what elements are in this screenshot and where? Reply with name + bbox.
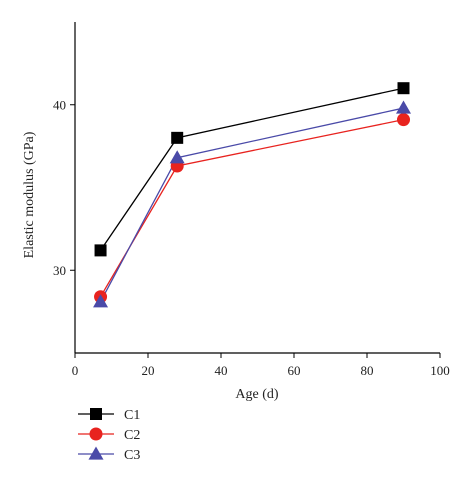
series-markers [93, 82, 411, 308]
series-line-c3 [99, 107, 404, 303]
y-axis-label: Elastic modulus (GPa) [22, 131, 37, 258]
x-tick-label: 80 [361, 363, 374, 378]
data-point-c1 [397, 82, 410, 95]
legend-label-c1: C1 [124, 408, 140, 423]
legend-marker-c1 [90, 408, 102, 420]
x-axis-label: Age (d) [235, 387, 278, 402]
y-tick-label: 30 [53, 263, 66, 278]
legend-label-c2: C2 [124, 428, 140, 443]
x-tick-label: 40 [215, 363, 228, 378]
x-tick-label: 100 [430, 363, 450, 378]
series-lines [99, 87, 404, 303]
data-point-c3 [169, 150, 185, 164]
data-point-c3 [93, 294, 109, 308]
y-tick-label: 40 [53, 97, 66, 112]
axes [74, 22, 440, 354]
legend-label-c3: C3 [124, 448, 140, 463]
ticks: 0 20 40 60 80 100 30 40 [53, 97, 450, 378]
series-line-c1 [100, 87, 404, 251]
data-point-c1 [94, 244, 107, 257]
x-tick-label: 0 [72, 363, 79, 378]
legend-marker-c2 [89, 427, 103, 441]
data-point-c1 [171, 131, 184, 144]
x-tick-label: 60 [288, 363, 301, 378]
data-point-c2 [397, 113, 410, 127]
data-point-c3 [396, 100, 411, 114]
legend: C1 C2 C3 [78, 408, 140, 463]
x-tick-label: 20 [142, 363, 155, 378]
legend-marker-c3 [88, 446, 104, 460]
series-line-c2 [99, 119, 404, 298]
